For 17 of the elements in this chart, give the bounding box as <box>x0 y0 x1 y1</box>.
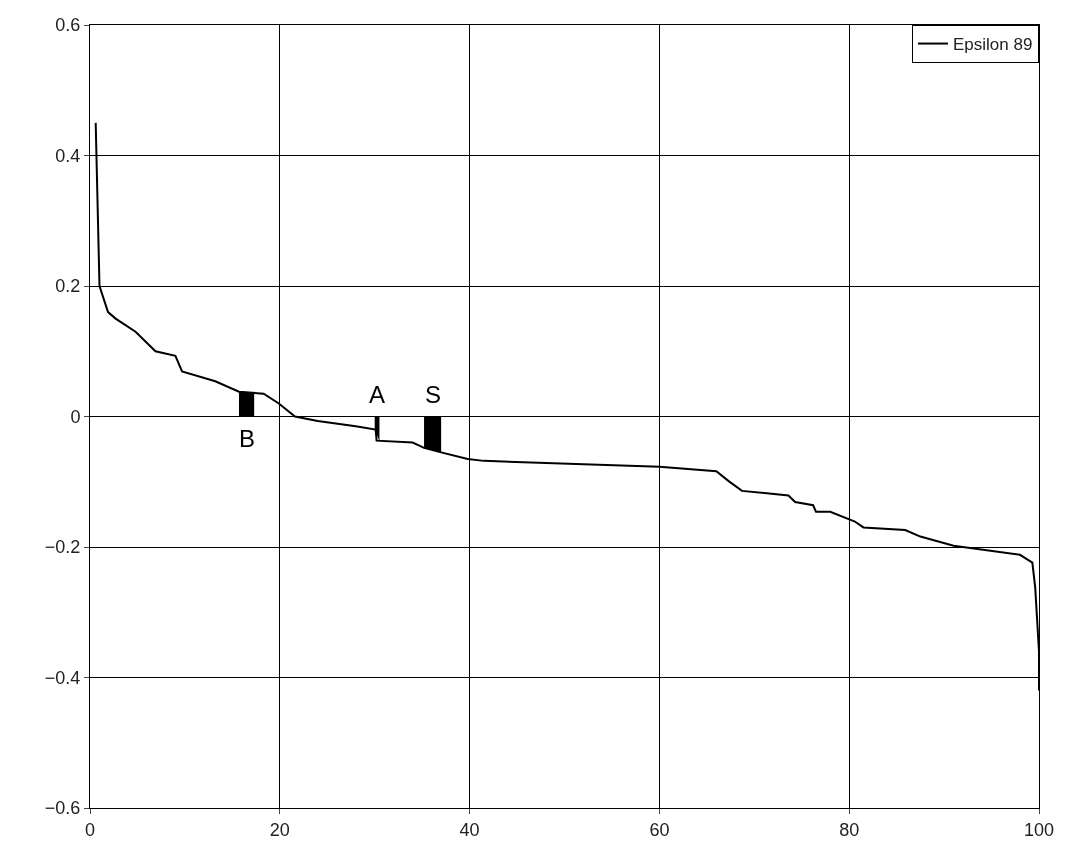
y-tick-label: 0.6 <box>55 15 81 36</box>
y-tick-label: −0.6 <box>44 798 81 819</box>
y-tick-label: 0.2 <box>55 276 81 297</box>
x-tick-label: 100 <box>1023 819 1055 840</box>
x-tick-label: 80 <box>839 819 860 840</box>
annotation: B <box>239 425 256 452</box>
annotation: S <box>425 381 442 408</box>
x-tick-label: 60 <box>649 819 670 840</box>
y-tick-label: 0.4 <box>55 145 81 166</box>
y-tick-label: −0.2 <box>44 537 81 558</box>
y-tick-label: 0 <box>70 406 81 427</box>
y-tick-label: −0.4 <box>44 667 81 688</box>
legend-label: Epsilon 89 <box>953 35 1033 55</box>
annotation: A <box>369 381 386 408</box>
x-tick-label: 20 <box>269 819 290 840</box>
x-tick-label: 40 <box>459 819 480 840</box>
x-tick-label: 0 <box>84 819 96 840</box>
